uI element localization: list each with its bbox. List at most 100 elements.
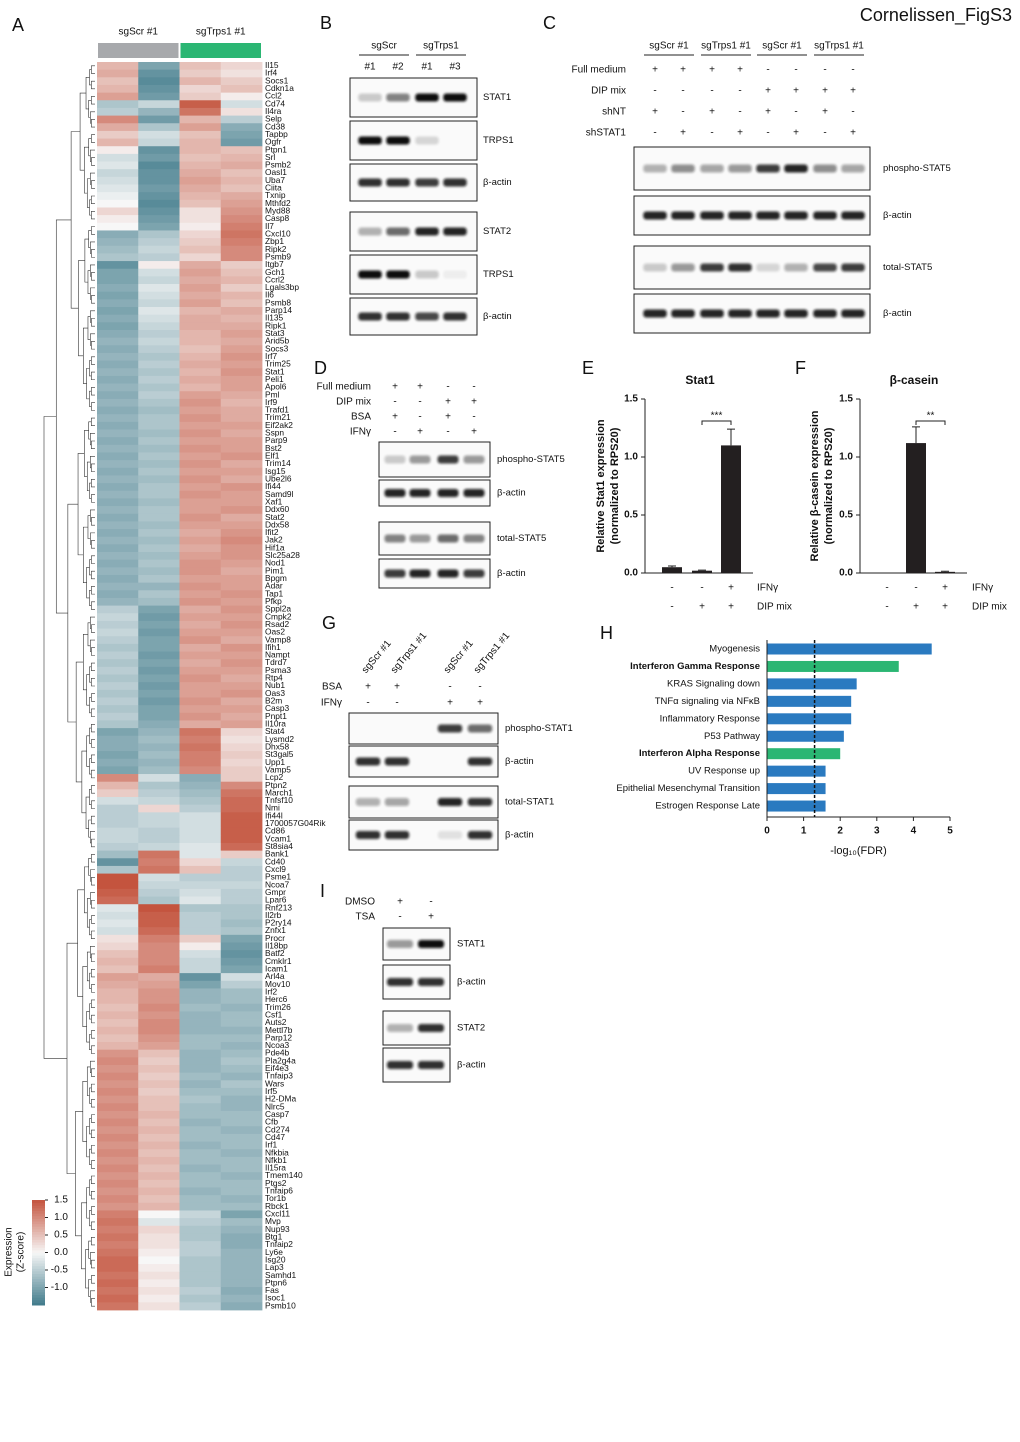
condition-value: + xyxy=(942,583,948,594)
dendrogram-branch xyxy=(90,1252,95,1265)
gene-label: Samhd1 xyxy=(265,1270,297,1280)
heatmap-cell xyxy=(220,490,263,499)
dendrogram-branch xyxy=(88,138,92,157)
condition-value: + xyxy=(477,698,483,709)
x-tick-label: 0 xyxy=(764,826,770,837)
heatmap-cell xyxy=(179,138,222,147)
y-tick-label: 0.5 xyxy=(624,510,638,521)
gene-label: B2m xyxy=(265,696,282,706)
blot-band xyxy=(463,569,485,578)
dendrogram-branch xyxy=(91,953,95,962)
bar xyxy=(767,730,844,742)
heatmap-cell xyxy=(179,1087,222,1097)
heatmap-cell xyxy=(179,896,222,905)
heatmap-cell xyxy=(138,307,180,316)
heatmap-cell xyxy=(138,529,180,538)
heatmap-cell xyxy=(179,276,222,285)
heatmap-cell xyxy=(97,536,139,545)
heatmap-cell xyxy=(97,1087,139,1097)
group-label: sgScr #1 xyxy=(762,41,802,52)
heatmap-cell xyxy=(138,1057,180,1066)
condition-value: + xyxy=(709,107,715,118)
heatmap-cell xyxy=(179,1294,222,1303)
dendrogram-branch xyxy=(91,785,95,794)
heatmap-cell xyxy=(138,253,180,262)
heatmap-cell xyxy=(138,766,180,775)
heatmap-cell xyxy=(220,138,263,147)
condition-value: + xyxy=(765,107,771,118)
heatmap-cell xyxy=(220,383,263,392)
heatmap-cell xyxy=(220,345,263,354)
heatmap-cell xyxy=(97,1248,139,1257)
blot-band xyxy=(417,940,445,948)
condition-value: + xyxy=(471,397,477,408)
heatmap-cell xyxy=(97,552,139,561)
blot-band xyxy=(813,309,837,318)
colorbar-segment xyxy=(32,1252,45,1256)
heatmap-cell xyxy=(220,643,263,652)
condition-value: - xyxy=(823,128,826,139)
heatmap-cell xyxy=(179,360,222,369)
heatmap-cell xyxy=(138,942,180,951)
dendrogram-branch xyxy=(89,1118,92,1135)
heatmap-cell xyxy=(220,215,263,224)
condition-value: - xyxy=(478,682,481,693)
heatmap-cell xyxy=(97,1187,139,1196)
dendrogram-branch xyxy=(90,241,95,254)
heatmap-cell xyxy=(179,988,222,997)
heatmap-cell xyxy=(97,261,139,270)
dendrogram-branch xyxy=(89,919,92,936)
blot-label: STAT1 xyxy=(483,92,511,103)
heatmap-cell xyxy=(138,597,180,607)
colorbar-tick-label: 0.5 xyxy=(54,1230,68,1241)
bar xyxy=(767,643,932,655)
heatmap-cell xyxy=(179,1141,222,1150)
heatmap-cell xyxy=(97,138,139,147)
heatmap-cell xyxy=(138,735,180,744)
gene-label: Stat1 xyxy=(265,366,285,376)
heatmap-cell xyxy=(179,582,222,591)
heatmap-cell xyxy=(97,728,139,737)
heatmap-cell xyxy=(138,169,180,178)
heatmap-cell xyxy=(97,398,139,407)
condition-value: + xyxy=(822,86,828,97)
heatmap-cell xyxy=(179,437,222,446)
condition-label: BSA xyxy=(322,682,342,693)
heatmap-cell xyxy=(138,329,180,339)
gene-label: 1700057G04Rik xyxy=(265,818,326,828)
y-tick-label: 0.5 xyxy=(839,510,853,521)
colorbar-segment xyxy=(32,1242,45,1246)
heatmap-cell xyxy=(179,881,222,890)
heatmap-cell xyxy=(220,1264,263,1273)
dendrogram-branch xyxy=(89,727,92,744)
heatmap-cell xyxy=(220,942,263,951)
heatmap-cell xyxy=(179,153,222,162)
heatmap-cell xyxy=(220,1042,263,1051)
heatmap-cell xyxy=(138,819,180,829)
blot-band xyxy=(384,534,406,543)
gene-label: Myd88 xyxy=(265,206,290,216)
colorbar-tick-label: -0.5 xyxy=(51,1265,69,1276)
gene-label: Lap3 xyxy=(265,1262,284,1272)
heatmap-cell xyxy=(220,322,263,331)
blot-band xyxy=(358,136,382,145)
gene-label: Icam1 xyxy=(265,964,288,974)
blot-label: phospho-STAT5 xyxy=(497,454,565,465)
blot-band xyxy=(700,211,724,220)
heatmap-cell xyxy=(97,1072,139,1081)
heatmap-cell xyxy=(138,1049,180,1058)
heatmap-cell xyxy=(220,498,263,507)
blot-band xyxy=(409,489,431,497)
heatmap-cell xyxy=(179,230,222,239)
heatmap-cell xyxy=(138,536,180,545)
heatmap-cell xyxy=(97,475,139,484)
colorbar-segment xyxy=(32,1268,45,1272)
heatmap-cell xyxy=(179,498,222,507)
blot-band xyxy=(728,309,752,318)
category-label: Inflammatory Response xyxy=(660,713,760,724)
heatmap-cell xyxy=(179,146,222,155)
heatmap-cell xyxy=(138,973,180,982)
heatmap-cell xyxy=(97,819,139,829)
dendrogram-branch xyxy=(91,356,95,365)
blot-band xyxy=(386,940,414,948)
